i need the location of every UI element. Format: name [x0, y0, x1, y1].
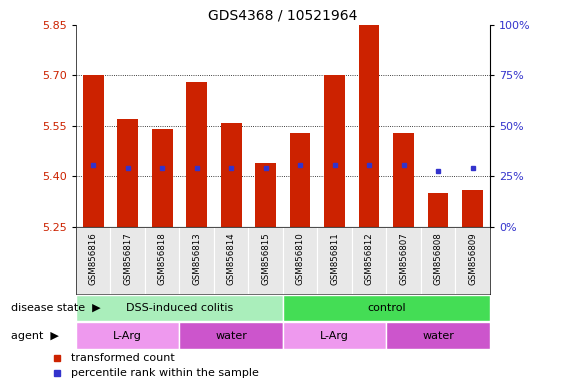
Text: percentile rank within the sample: percentile rank within the sample: [72, 368, 259, 378]
Bar: [393, 133, 414, 227]
Bar: [76, 322, 180, 349]
Bar: [421, 227, 455, 294]
Bar: [110, 227, 145, 294]
Bar: [186, 82, 207, 227]
Bar: [221, 122, 242, 227]
Bar: [283, 322, 386, 349]
Text: control: control: [367, 303, 406, 313]
Bar: [386, 322, 490, 349]
Bar: [145, 227, 180, 294]
Title: GDS4368 / 10521964: GDS4368 / 10521964: [208, 8, 358, 22]
Text: GSM856817: GSM856817: [123, 232, 132, 285]
Bar: [428, 193, 448, 227]
Text: GSM856810: GSM856810: [296, 232, 305, 285]
Bar: [180, 322, 283, 349]
Bar: [83, 75, 104, 227]
Bar: [76, 295, 283, 321]
Bar: [256, 163, 276, 227]
Text: DSS-induced colitis: DSS-induced colitis: [126, 303, 233, 313]
Text: GSM856809: GSM856809: [468, 232, 477, 285]
Bar: [318, 227, 352, 294]
Text: water: water: [422, 331, 454, 341]
Text: water: water: [215, 331, 247, 341]
Text: L-Arg: L-Arg: [320, 331, 349, 341]
Text: L-Arg: L-Arg: [113, 331, 142, 341]
Bar: [455, 227, 490, 294]
Text: transformed count: transformed count: [72, 353, 175, 362]
Bar: [283, 227, 318, 294]
Bar: [283, 295, 490, 321]
Bar: [290, 133, 311, 227]
Bar: [359, 25, 379, 227]
Bar: [352, 227, 386, 294]
Text: GSM856808: GSM856808: [434, 232, 443, 285]
Text: agent  ▶: agent ▶: [11, 331, 59, 341]
Text: GSM856815: GSM856815: [261, 232, 270, 285]
Bar: [152, 129, 173, 227]
Text: GSM856813: GSM856813: [192, 232, 201, 285]
Bar: [324, 75, 345, 227]
Text: GSM856818: GSM856818: [158, 232, 167, 285]
Bar: [214, 227, 248, 294]
Text: GSM856807: GSM856807: [399, 232, 408, 285]
Text: GSM856814: GSM856814: [227, 232, 236, 285]
Text: GSM856811: GSM856811: [330, 232, 339, 285]
Bar: [462, 190, 483, 227]
Bar: [180, 227, 214, 294]
Bar: [248, 227, 283, 294]
Text: GSM856812: GSM856812: [365, 232, 374, 285]
Bar: [386, 227, 421, 294]
Bar: [76, 227, 110, 294]
Text: disease state  ▶: disease state ▶: [11, 303, 101, 313]
Text: GSM856816: GSM856816: [89, 232, 98, 285]
Bar: [118, 119, 138, 227]
